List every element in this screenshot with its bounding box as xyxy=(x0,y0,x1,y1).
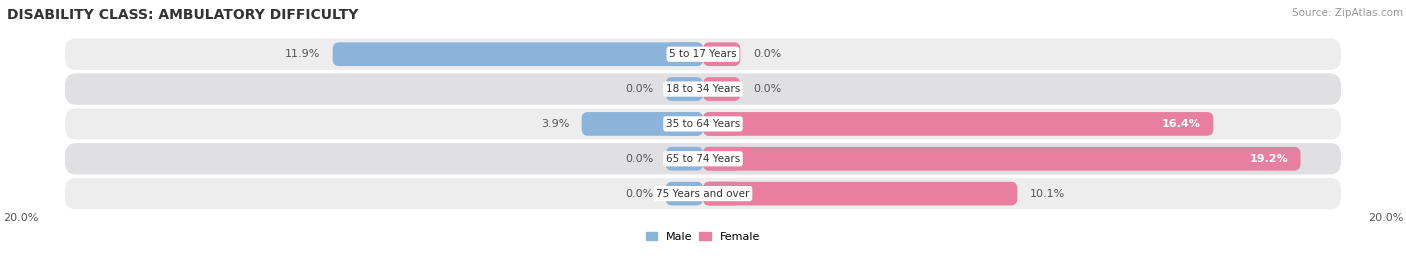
FancyBboxPatch shape xyxy=(65,108,1341,140)
Text: 75 Years and over: 75 Years and over xyxy=(657,189,749,199)
FancyBboxPatch shape xyxy=(333,43,703,66)
FancyBboxPatch shape xyxy=(65,38,1341,70)
FancyBboxPatch shape xyxy=(703,147,1301,171)
FancyBboxPatch shape xyxy=(665,112,703,136)
Text: 20.0%: 20.0% xyxy=(3,213,38,223)
Text: 0.0%: 0.0% xyxy=(624,84,654,94)
Text: 10.1%: 10.1% xyxy=(1029,189,1064,199)
Text: 18 to 34 Years: 18 to 34 Years xyxy=(666,84,740,94)
Text: 19.2%: 19.2% xyxy=(1250,154,1288,164)
Text: 0.0%: 0.0% xyxy=(752,49,782,59)
FancyBboxPatch shape xyxy=(65,73,1341,105)
Text: Source: ZipAtlas.com: Source: ZipAtlas.com xyxy=(1292,8,1403,18)
FancyBboxPatch shape xyxy=(703,112,741,136)
FancyBboxPatch shape xyxy=(665,182,703,206)
Text: 0.0%: 0.0% xyxy=(752,84,782,94)
FancyBboxPatch shape xyxy=(665,147,703,171)
FancyBboxPatch shape xyxy=(65,143,1341,174)
Text: DISABILITY CLASS: AMBULATORY DIFFICULTY: DISABILITY CLASS: AMBULATORY DIFFICULTY xyxy=(7,8,359,22)
FancyBboxPatch shape xyxy=(665,77,703,101)
Text: 0.0%: 0.0% xyxy=(624,189,654,199)
Text: 3.9%: 3.9% xyxy=(541,119,569,129)
FancyBboxPatch shape xyxy=(665,43,703,66)
Text: 35 to 64 Years: 35 to 64 Years xyxy=(666,119,740,129)
FancyBboxPatch shape xyxy=(703,112,1213,136)
Text: 11.9%: 11.9% xyxy=(285,49,321,59)
Text: 0.0%: 0.0% xyxy=(624,154,654,164)
FancyBboxPatch shape xyxy=(582,112,703,136)
Text: 20.0%: 20.0% xyxy=(1368,213,1403,223)
Text: 16.4%: 16.4% xyxy=(1163,119,1201,129)
Text: 5 to 17 Years: 5 to 17 Years xyxy=(669,49,737,59)
FancyBboxPatch shape xyxy=(703,182,741,206)
FancyBboxPatch shape xyxy=(703,147,741,171)
FancyBboxPatch shape xyxy=(65,178,1341,209)
FancyBboxPatch shape xyxy=(703,43,741,66)
FancyBboxPatch shape xyxy=(703,77,741,101)
FancyBboxPatch shape xyxy=(703,182,1018,206)
Text: 65 to 74 Years: 65 to 74 Years xyxy=(666,154,740,164)
Legend: Male, Female: Male, Female xyxy=(641,227,765,246)
